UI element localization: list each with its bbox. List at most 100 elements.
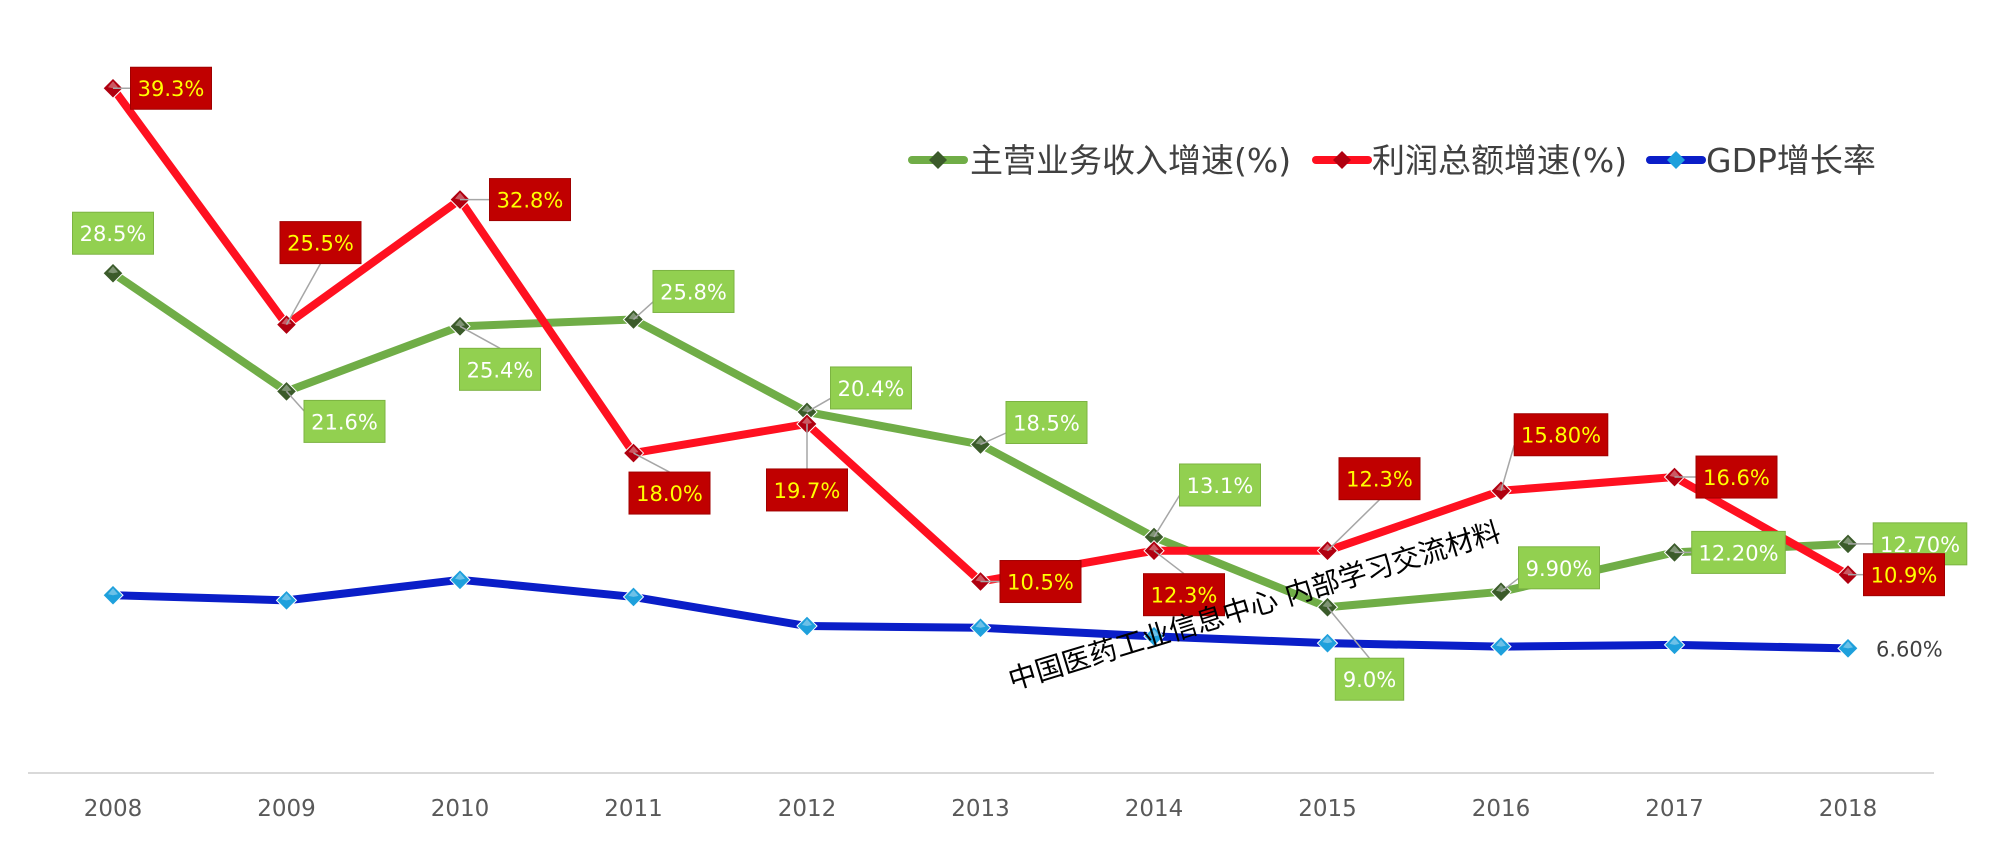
- data-point-highlight: [455, 319, 465, 327]
- data-label-box: [1518, 546, 1600, 590]
- data-point-highlight: [1843, 567, 1853, 575]
- data-point: [1490, 635, 1512, 658]
- data-label-text: 13.1%: [1187, 474, 1254, 498]
- data-label-text: 16.6%: [1703, 466, 1770, 490]
- data-label-box: [1143, 573, 1225, 617]
- data-label: 32.8%: [460, 178, 571, 222]
- data-point-highlight: [455, 572, 465, 580]
- data-point-highlight: [1496, 483, 1506, 491]
- data-label-box: [830, 366, 912, 410]
- x-tick-label: 2018: [1819, 796, 1878, 822]
- data-labels: 28.5% 21.6% 25.4% 25.8% 20.4% 18.5% 13.1% 9.0% 9…: [72, 66, 1968, 701]
- data-label-text: 12.20%: [1698, 541, 1778, 565]
- data-point-highlight: [802, 619, 812, 627]
- data-label-box: [999, 560, 1082, 604]
- watermark-text: 中国医药工业信息中心 内部学习交流材料: [1004, 515, 1504, 697]
- data-label-text: 25.4%: [467, 358, 534, 382]
- data-point: [102, 584, 124, 606]
- legend-item-0: 主营业务收入增速(%): [908, 141, 1291, 180]
- data-point: [449, 569, 471, 591]
- data-label-text: 12.3%: [1346, 468, 1413, 492]
- data-label: 12.3%: [1143, 550, 1225, 617]
- x-tick-label: 2013: [951, 796, 1010, 822]
- data-label-text: 20.4%: [838, 377, 905, 401]
- data-point: [102, 262, 124, 284]
- data-point-highlight: [108, 81, 118, 89]
- data-label-box: [766, 468, 848, 512]
- data-point-highlight: [975, 620, 986, 628]
- legend-label: GDP增长率: [1706, 141, 1876, 180]
- data-label-text: 25.5%: [287, 232, 354, 256]
- data-label: 12.20%: [1674, 530, 1786, 574]
- data-point: [275, 589, 298, 612]
- data-label: 13.1%: [1153, 463, 1261, 538]
- data-label-text: 15.80%: [1521, 424, 1601, 448]
- data-label: 10.9%: [1848, 553, 1945, 597]
- data-label: 10.5%: [980, 560, 1082, 604]
- x-tick-label: 2008: [84, 796, 143, 822]
- data-label-text: 25.8%: [660, 280, 727, 304]
- legend-swatch-marker: [929, 151, 947, 169]
- x-tick-label: 2011: [604, 796, 663, 822]
- data-label-box: [1691, 530, 1786, 574]
- data-label-text: 18.5%: [1013, 412, 1080, 436]
- data-label-box: [628, 471, 711, 515]
- data-point-highlight: [1669, 545, 1680, 553]
- data-label: 18.0%: [628, 452, 711, 515]
- data-point-highlight: [108, 588, 118, 596]
- leader-line: [1326, 499, 1381, 552]
- data-point-highlight: [455, 192, 465, 200]
- data-label-text: 39.3%: [138, 77, 205, 101]
- data-label-box: [303, 399, 386, 443]
- leader-line: [806, 397, 831, 413]
- data-point-highlight: [281, 317, 292, 325]
- leader-line: [632, 301, 654, 321]
- data-label: 20.4%: [806, 366, 912, 413]
- data-label: 21.6%: [285, 390, 386, 443]
- data-point: [622, 586, 645, 608]
- data-point-highlight: [281, 384, 292, 392]
- data-point: [1143, 625, 1165, 648]
- legend-swatch-marker: [1333, 151, 1351, 169]
- data-label-box: [1513, 413, 1609, 457]
- x-tick-label: 2012: [778, 796, 837, 822]
- data-label: 19.7%: [766, 423, 848, 512]
- data-label: 39.3%: [113, 66, 212, 110]
- leader-line: [633, 452, 670, 473]
- x-axis: 2008 2009 2010 2011 2012 2013 2014 2015 2016 2017…: [28, 772, 1934, 822]
- data-label: 25.8%: [632, 269, 735, 321]
- data-label-box: [1179, 463, 1261, 507]
- data-label-box: [1695, 455, 1778, 499]
- data-label-text: 10.5%: [1007, 571, 1074, 595]
- data-label-text: 21.6%: [311, 410, 378, 434]
- data-label-box: [1863, 553, 1945, 597]
- data-label-box: [1338, 457, 1421, 501]
- data-label-box: [130, 66, 212, 110]
- series-2: [102, 569, 1859, 660]
- data-label-box: [489, 178, 571, 222]
- legend: 主营业务收入增速(%) 利润总额增速(%) GDP增长率: [908, 141, 1876, 180]
- data-point-highlight: [1669, 637, 1680, 645]
- data-point: [969, 617, 992, 639]
- data-label-box: [72, 211, 154, 255]
- x-tick-label: 2010: [431, 796, 490, 822]
- data-point: [1316, 632, 1339, 654]
- data-point-highlight: [1843, 536, 1853, 544]
- data-label: 12.3%: [1326, 457, 1421, 552]
- data-point: [1663, 634, 1686, 656]
- leader-line: [285, 390, 305, 412]
- data-label-box: [652, 269, 735, 313]
- data-point-highlight: [1496, 639, 1506, 647]
- data-label-box: [1005, 401, 1088, 444]
- data-point-highlight: [1322, 636, 1333, 644]
- leader-line: [285, 263, 322, 325]
- legend-item-1: 利润总额增速(%): [1312, 141, 1627, 180]
- x-tick-label: 2015: [1298, 796, 1357, 822]
- data-point-highlight: [802, 416, 812, 424]
- data-label-text: 28.5%: [80, 222, 147, 246]
- data-label: 15.80%: [1500, 413, 1609, 491]
- x-tick-label: 2009: [257, 796, 316, 822]
- data-label: 9.0%: [1326, 606, 1405, 701]
- data-point-highlight: [1149, 543, 1159, 551]
